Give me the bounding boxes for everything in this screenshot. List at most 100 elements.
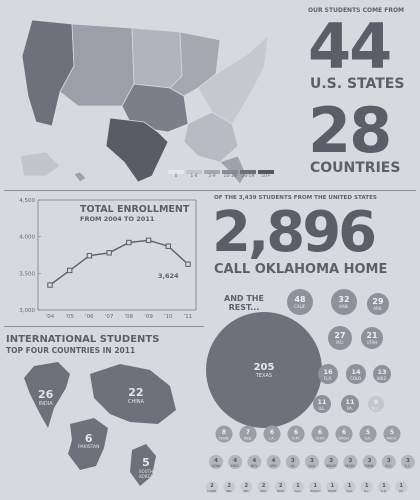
map-legend: 0 1-4 5-9 10-19 20-59 50+ — [168, 170, 274, 179]
bubble-value: 3 — [406, 458, 410, 464]
x-tick-label: '09 — [144, 314, 153, 320]
states-label: U.S. STATES — [310, 76, 404, 92]
intl-value: 5 — [134, 456, 158, 469]
intl-value: 26 — [38, 388, 53, 401]
bubble-label: WIS. — [260, 489, 267, 493]
map-alaska — [20, 152, 60, 176]
bubble-label: IDAHO — [326, 464, 337, 468]
states-number: 44 — [308, 16, 390, 78]
bubble-value: 16 — [323, 368, 333, 376]
state-bubble: 2WYO. — [275, 481, 287, 493]
data-point — [68, 268, 72, 272]
legend-item: 50+ — [258, 170, 274, 179]
state-bubble: 2IND. — [223, 481, 235, 493]
data-point — [127, 240, 131, 244]
bubble-label: FLA. — [324, 376, 333, 381]
data-point — [87, 254, 91, 258]
bubble-value: 5 — [366, 429, 370, 436]
bubble-value: 7 — [246, 429, 250, 436]
state-bubble: 11ILL. — [313, 395, 331, 413]
bubble-value: 6 — [318, 429, 322, 436]
x-tick-label: '06 — [85, 314, 94, 320]
x-tick-label: '07 — [105, 314, 114, 320]
intl-label-south-korea: 5 SOUTH KOREA — [134, 456, 158, 479]
y-tick-label: 4,000 — [19, 235, 35, 241]
bubble-value: 5 — [390, 429, 394, 436]
state-bubble: 7NEB. — [240, 426, 257, 443]
oklahoma-number: 2,896 — [212, 205, 374, 261]
bubble-value: 6 — [294, 429, 298, 436]
state-bubble: 6LA. — [264, 426, 281, 443]
bubble-label: UTAH — [367, 340, 378, 345]
state-bubble: 1R.I. — [361, 481, 373, 493]
bubble-label: NEV. — [251, 464, 258, 468]
bubble-label: S.D. — [381, 489, 387, 493]
state-bubble: 8TENN. — [216, 426, 233, 443]
legend-label: 10-19 — [222, 174, 238, 179]
bubble-label: MINN. — [365, 464, 374, 468]
bubble-label: R.I. — [364, 489, 369, 493]
legend-item: 0 — [168, 170, 184, 179]
bubble-value: 8 — [222, 429, 226, 436]
bubble-value: 3 — [387, 458, 391, 464]
bubble-label: COLO. — [350, 376, 362, 381]
data-point — [166, 244, 170, 248]
bubble-label: ALA. — [295, 489, 302, 493]
bubble-label: IOWA — [212, 464, 221, 468]
legend-label: 0 — [168, 174, 184, 179]
bubble-value: 4 — [233, 458, 237, 464]
state-bubble: 13ARIZ. — [373, 365, 391, 383]
state-bubble: 32KAN. — [331, 289, 357, 315]
intl-label-china: 22 CHINA — [128, 386, 144, 405]
state-bubble: 6N.M. — [288, 426, 305, 443]
bubble-value: 14 — [351, 368, 361, 376]
bubble-value: 21 — [366, 331, 378, 340]
bubble-label: CONN. — [207, 489, 217, 493]
x-tick-label: '08 — [125, 314, 134, 320]
state-bubble: 2WIS. — [258, 481, 270, 493]
legend-label: 1-4 — [186, 174, 202, 179]
countries-label: COUNTRIES — [310, 160, 400, 176]
state-bubble: 6WASH. — [336, 426, 353, 443]
bubble-label: MASS. — [345, 464, 355, 468]
bubble-label: TENN. — [218, 437, 230, 441]
bubble-label: CALIF. — [294, 304, 306, 309]
state-bubble: 14COLO. — [346, 364, 366, 384]
bubble-value: 27 — [334, 331, 345, 340]
data-point — [107, 251, 111, 255]
bubble-value: 4 — [214, 458, 218, 464]
legend-item: 5-9 — [204, 170, 220, 179]
state-bubble: 11PA. — [341, 395, 359, 413]
data-point — [186, 262, 190, 266]
bubble-label: VA. — [290, 464, 295, 468]
bubble-label: S.C. — [405, 464, 411, 468]
data-point — [146, 238, 150, 242]
intl-label-india: 26 INDIA — [38, 388, 53, 407]
oklahoma-label: CALL OKLAHOMA HOME — [214, 262, 387, 277]
bubble-value: 205 — [254, 362, 275, 373]
x-tick-label: '10 — [164, 314, 173, 320]
bubble-label: MO. — [336, 340, 344, 345]
bubble-label: WASH. — [338, 437, 350, 441]
chart-subtitle: FROM 2004 TO 2011 — [80, 215, 155, 223]
bubble-value: 11 — [317, 398, 327, 406]
state-bubble: 3N.C. — [382, 455, 396, 469]
intl-name: SOUTH KOREA — [134, 469, 158, 479]
data-point — [48, 283, 52, 287]
bubble-label: ALA. — [308, 464, 315, 468]
bubble-label: VT. — [399, 489, 404, 493]
chart-title: TOTAL ENROLLMENT — [80, 204, 190, 215]
x-tick-label: '11 — [184, 314, 193, 320]
state-bubble: 3MASS. — [343, 455, 357, 469]
bubble-label: N.C. — [372, 406, 380, 411]
